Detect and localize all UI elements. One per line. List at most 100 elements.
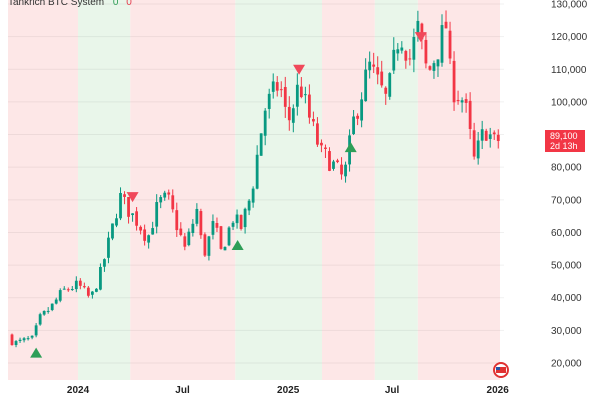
- candle-body: [328, 151, 331, 171]
- candle-body: [332, 161, 335, 169]
- candle-body: [239, 214, 243, 229]
- candle-body: [54, 299, 58, 304]
- candle-body: [231, 222, 235, 227]
- candle-body: [428, 66, 432, 70]
- candle-body: [86, 287, 90, 296]
- indicator-legend[interactable]: Tankrich BTC System 0 0: [8, 0, 132, 8]
- candle-body: [30, 335, 34, 338]
- candle-body: [22, 338, 26, 341]
- candle-body: [488, 134, 492, 139]
- candle-body: [26, 338, 30, 340]
- candle-body: [99, 267, 102, 290]
- candle-body: [392, 49, 396, 71]
- candle-body: [404, 51, 408, 61]
- candle-body: [480, 129, 484, 141]
- x-tick-label: Jul: [175, 385, 190, 396]
- candle-body: [215, 223, 219, 228]
- candle-body: [207, 236, 211, 256]
- sell-signal-icon: [126, 192, 139, 203]
- y-tick-label: 20,000: [551, 359, 582, 370]
- candle-body: [219, 226, 223, 249]
- candle-body: [324, 147, 327, 149]
- candle-body: [340, 164, 343, 175]
- y-tick-label: 110,000: [551, 65, 587, 76]
- candle-body: [380, 71, 384, 86]
- candle-body: [312, 119, 315, 122]
- candle-body: [199, 211, 203, 236]
- candlesticks: [10, 10, 500, 348]
- y-tick-label: 30,000: [551, 326, 582, 337]
- candle-body: [283, 86, 287, 107]
- y-tick-label: 50,000: [551, 261, 582, 272]
- candle-body: [396, 49, 400, 54]
- candle-body: [42, 310, 46, 315]
- candle-body: [171, 195, 175, 210]
- candle-body: [259, 133, 263, 156]
- buy-signal-icon: [231, 239, 244, 250]
- candle-body: [299, 86, 303, 98]
- candle-body: [476, 140, 480, 159]
- candle-body: [416, 20, 420, 34]
- candle-body: [211, 221, 215, 235]
- candle-body: [103, 259, 106, 267]
- candle-body: [344, 164, 347, 177]
- flag-icon[interactable]: [493, 362, 509, 378]
- candle-body: [255, 154, 259, 189]
- candle-body: [484, 130, 488, 141]
- candle-body: [492, 132, 496, 135]
- candle-body: [235, 214, 239, 224]
- candle-body: [279, 89, 283, 91]
- bullish-band: [374, 0, 418, 380]
- candle-body: [143, 229, 147, 241]
- last-price: 89,100: [550, 131, 578, 141]
- candle-body: [400, 47, 404, 51]
- candle-body: [448, 30, 452, 59]
- x-tick-label: 2025: [277, 385, 300, 396]
- x-tick-label: 2024: [67, 385, 90, 396]
- candle-body: [456, 99, 460, 102]
- candle-body: [356, 115, 360, 119]
- candle-body: [287, 106, 291, 121]
- candle-body: [251, 188, 255, 203]
- candle-body: [147, 235, 151, 243]
- candle-body: [424, 39, 428, 64]
- candle-body: [243, 208, 247, 228]
- candle-body: [384, 87, 388, 94]
- bullish-band: [235, 0, 323, 380]
- candle-body: [307, 94, 311, 118]
- sell-signal-icon: [414, 32, 427, 43]
- candle-body: [436, 59, 440, 67]
- candle-body: [203, 234, 207, 256]
- candle-body: [223, 246, 227, 251]
- candle-body: [155, 202, 159, 227]
- sell-signal-icon: [293, 64, 306, 75]
- candle-body: [82, 286, 86, 288]
- candle-body: [10, 334, 14, 346]
- candle-body: [46, 310, 50, 312]
- bearish-band: [322, 0, 375, 380]
- candle-body: [74, 280, 78, 290]
- candle-body: [195, 208, 199, 224]
- candle-body: [66, 289, 70, 291]
- candle-body: [159, 197, 163, 203]
- candle-body: [119, 193, 122, 219]
- x-tick-label: Jul: [385, 385, 400, 396]
- candle-body: [50, 303, 54, 311]
- candle-body: [364, 69, 368, 102]
- bar-countdown: 2d 13h: [550, 141, 578, 151]
- y-tick-label: 40,000: [551, 293, 582, 304]
- regime-bands: [8, 0, 500, 380]
- candle-body: [295, 84, 299, 107]
- x-axis: 2024 Jul 2025 Jul 2026: [67, 385, 509, 396]
- candle-body: [420, 23, 424, 40]
- candle-body: [247, 200, 251, 211]
- candle-body: [163, 192, 167, 198]
- candle-body: [271, 81, 275, 92]
- candle-body: [18, 339, 22, 341]
- candle-body: [151, 228, 155, 235]
- candle-body: [352, 116, 355, 135]
- indicator-value-2: 0: [126, 0, 132, 8]
- candle-body: [444, 21, 448, 29]
- candle-body: [432, 63, 436, 71]
